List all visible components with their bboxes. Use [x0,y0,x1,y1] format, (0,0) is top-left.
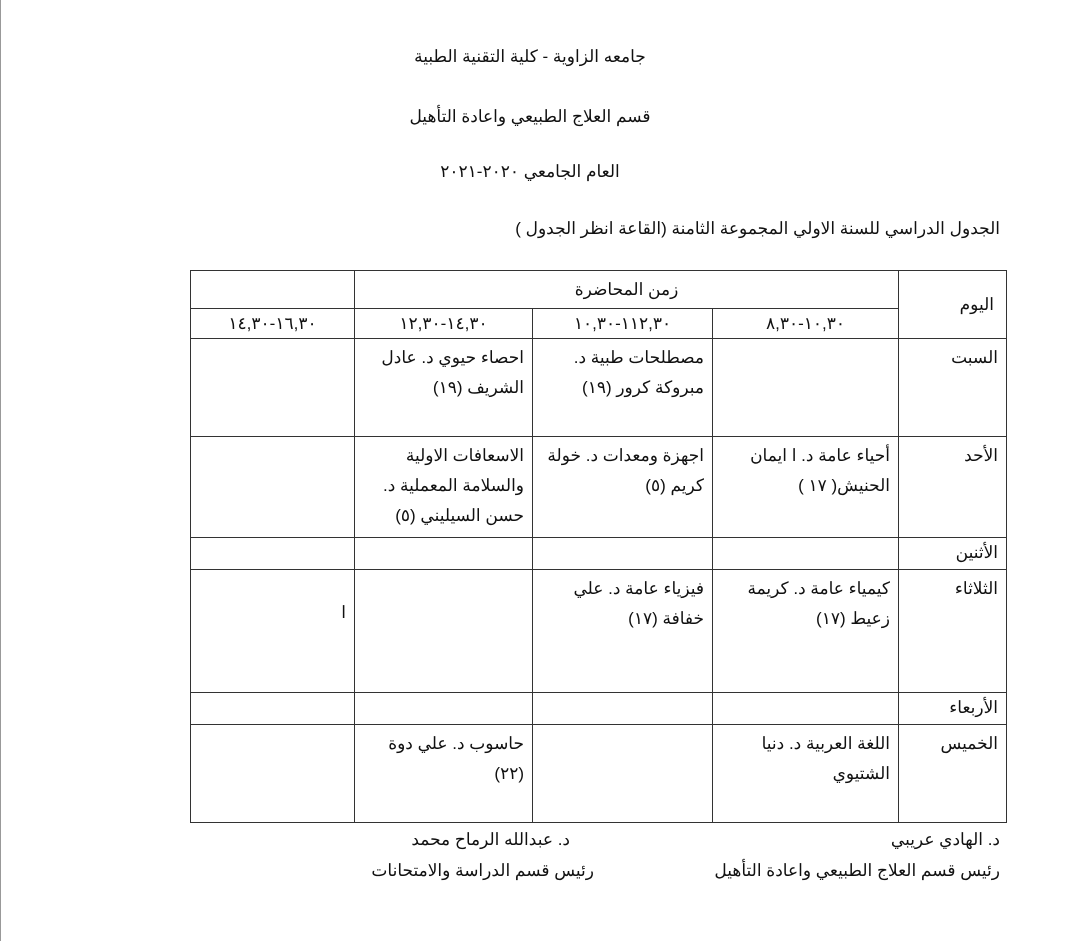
class-cell: كيمياء عامة د. كريمة زعيط (١٧) [712,569,899,693]
class-cell [712,338,899,437]
department-title: قسم العلاج الطبيعي واعادة التأهيل [409,107,651,126]
slot-header: ١٤,٣٠-١٢,٣٠ [354,308,533,339]
class-cell [354,692,533,725]
table-row: السبت مصطلحات طبية د. مبروكة كرور (١٩) ا… [190,338,1007,437]
slot-header: ١٦,٣٠-١٤,٣٠ [190,308,355,339]
class-cell: أحياء عامة د. ا ايمان الحنيش( ١٧ ) [712,436,899,538]
day-cell: الخميس [898,724,1007,823]
class-cell [712,692,899,725]
empty-header-cell [190,270,355,309]
class-cell [190,724,355,823]
class-cell: اللغة العربية د. دنيا الشتيوي [712,724,899,823]
class-cell [354,569,533,693]
class-cell [712,537,899,570]
university-title: جامعه الزاوية - كلية التقنية الطبية [414,47,646,66]
day-header: اليوم [898,270,1007,339]
day-cell: الأربعاء [898,692,1007,725]
table-row: الأربعاء [190,692,1007,725]
page-edge [0,0,1,941]
class-cell [190,537,355,570]
class-cell [190,338,355,437]
table-row: الخميس اللغة العربية د. دنيا الشتيوي حاس… [190,724,1007,823]
head-of-department-title: رئيس قسم العلاج الطبيعي واعادة التأهيل [714,861,1000,880]
academic-year: العام الجامعي ٢٠٢٠-٢٠٢١ [440,162,620,181]
day-cell: الثلاثاء [898,569,1007,693]
table-row: الأثنين [190,537,1007,570]
class-cell [190,692,355,725]
class-cell: اجهزة ومعدات د. خولة كريم (٥) [532,436,713,538]
class-cell [532,537,713,570]
class-cell: الاسعافات الاولية والسلامة المعملية د. ح… [354,436,533,538]
slot-header: ١٠,٣٠-٨,٣٠ [712,308,899,339]
class-cell: فيزياء عامة د. علي خفافة (١٧) [532,569,713,693]
class-cell: حاسوب د. علي دوة (٢٢) [354,724,533,823]
class-cell: ا [190,569,355,693]
day-cell: السبت [898,338,1007,437]
day-cell: الأثنين [898,537,1007,570]
schedule-title: الجدول الدراسي للسنة الاولي المجموعة الث… [515,219,1000,238]
time-header: زمن المحاضرة [354,270,899,309]
table-row: الأحد أحياء عامة د. ا ايمان الحنيش( ١٧ )… [190,436,1007,538]
day-cell: الأحد [898,436,1007,538]
head-of-exams-title: رئيس قسم الدراسة والامتحانات [371,861,594,880]
schedule-table: اليوم زمن المحاضرة ١٠,٣٠-٨,٣٠ ١١٢,٣٠-١٠,… [190,270,1007,823]
head-of-exams-name: د. عبدالله الرماح محمد [411,830,570,849]
class-cell: مصطلحات طبية د. مبروكة كرور (١٩) [532,338,713,437]
class-cell [190,436,355,538]
class-cell: احصاء حيوي د. عادل الشريف (١٩) [354,338,533,437]
table-row: الثلاثاء كيمياء عامة د. كريمة زعيط (١٧) … [190,569,1007,693]
class-cell [532,692,713,725]
head-of-department-name: د. الهادي عريبي [890,830,1000,849]
slot-header: ١١٢,٣٠-١٠,٣٠ [532,308,713,339]
class-cell [532,724,713,823]
class-cell [354,537,533,570]
